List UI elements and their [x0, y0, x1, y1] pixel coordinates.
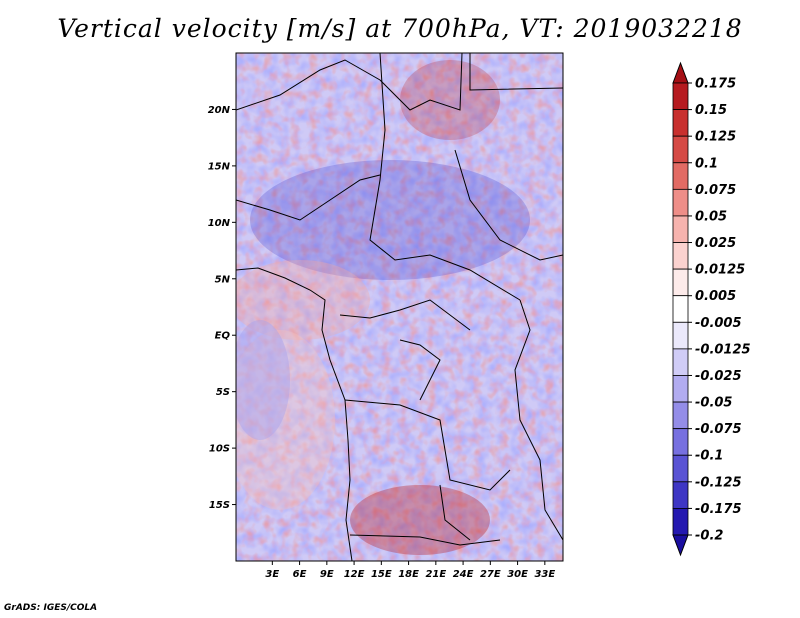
lon-tick-label: 30E — [507, 569, 528, 580]
lon-tick-label: 33E — [534, 569, 555, 580]
map-panel: 20N 15N 10N 5N EQ 5S 10S 15S 3E 6E 9E 12E 15E 18E 21E… — [208, 52, 564, 580]
lon-tick-label: 21E — [425, 569, 446, 580]
lon-tick-label: 18E — [398, 569, 419, 580]
colorbar-swatch — [672, 375, 689, 403]
colorbar-swatch — [672, 188, 689, 217]
colorbar-swatch — [672, 295, 689, 323]
colorbar-swatch — [672, 82, 689, 110]
colorbar-label: 0.15 — [695, 103, 727, 118]
colorbar-swatch — [672, 162, 689, 190]
colorbar-label: -0.025 — [695, 369, 742, 384]
colorbar-label: -0.175 — [695, 502, 742, 517]
lon-tick-label: 6E — [293, 569, 307, 580]
lon-tick-label: 15E — [371, 569, 392, 580]
colorbar-label: 0.1 — [695, 156, 718, 171]
colorbar-label: -0.2 — [695, 529, 723, 544]
map-frame — [235, 52, 564, 562]
lat-tick-label: EQ — [215, 331, 231, 342]
colorbar-swatch — [672, 454, 689, 483]
colorbar-swatch — [672, 135, 689, 164]
grads-credit: GrADS: IGES/COLA — [4, 603, 98, 613]
lat-tick-label: 15N — [208, 161, 231, 172]
colorbar-label: -0.005 — [695, 316, 742, 331]
colorbar-label: -0.125 — [695, 475, 742, 490]
longitude-axis: 3E 6E 9E 12E 15E 18E 21E 24E 27E 30E 33E — [265, 561, 555, 580]
lat-tick-label: 5N — [215, 274, 231, 285]
colorbar-swatch — [672, 242, 689, 270]
chart-title: Vertical velocity [m/s] at 700hPa, VT: 2… — [57, 14, 743, 43]
colorbar: 0.175 0.15 0.125 0.1 0.075 0.05 0.025 0.0125 0.0… — [672, 61, 751, 557]
colorbar-swatch — [672, 508, 689, 536]
colorbar-top-arrow — [672, 61, 689, 84]
lon-tick-label: 9E — [320, 569, 334, 580]
colorbar-label: 0.005 — [695, 289, 736, 304]
lat-tick-label: 10S — [209, 444, 230, 455]
lon-tick-label: 27E — [480, 569, 501, 580]
colorbar-swatch — [672, 428, 689, 456]
colorbar-swatch — [672, 268, 689, 297]
colorbar-swatch — [672, 401, 689, 430]
colorbar-label: -0.05 — [695, 396, 732, 411]
colorbar-label: 0.175 — [695, 77, 736, 92]
colorbar-label: 0.025 — [695, 236, 736, 251]
colorbar-label: 0.0125 — [695, 263, 745, 278]
lat-tick-label: 15S — [209, 500, 230, 511]
colorbar-label: 0.05 — [695, 209, 727, 224]
lat-tick-label: 5S — [216, 387, 230, 398]
lon-tick-label: 24E — [453, 569, 474, 580]
lon-tick-label: 3E — [265, 569, 279, 580]
lat-tick-label: 20N — [208, 105, 231, 116]
latitude-axis: 20N 15N 10N 5N EQ 5S 10S 15S — [208, 105, 236, 511]
lat-tick-label: 10N — [208, 218, 231, 229]
colorbar-swatch — [672, 321, 689, 350]
colorbar-label: -0.0125 — [695, 342, 751, 357]
colorbar-swatch — [672, 215, 689, 243]
colorbar-label: 0.125 — [695, 130, 736, 145]
velocity-field — [236, 53, 563, 561]
colorbar-bottom-arrow — [672, 534, 689, 557]
colorbar-swatch — [672, 109, 689, 137]
borders — [236, 53, 563, 561]
colorbar-label: -0.075 — [695, 422, 742, 437]
colorbar-swatch — [672, 348, 689, 376]
colorbar-label: -0.1 — [695, 449, 723, 464]
colorbar-swatch — [672, 481, 689, 509]
lon-tick-label: 12E — [344, 569, 365, 580]
colorbar-label: 0.075 — [695, 183, 736, 198]
